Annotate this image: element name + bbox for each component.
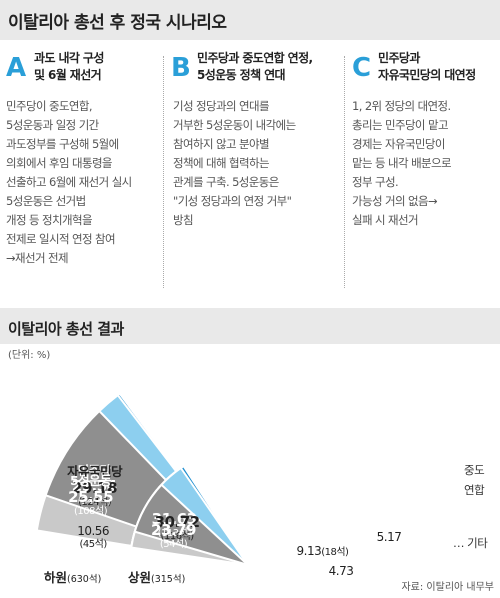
source-label: 자료: 이탈리아 내무부 xyxy=(401,582,494,593)
house-seats: (630석) xyxy=(67,574,102,585)
slice-label: 9.13(18석) xyxy=(275,544,370,559)
slice-label: 5.17 xyxy=(364,530,414,545)
percent-value: 10.56 xyxy=(77,524,110,539)
scenario-c-body: 1, 2위 정당의 대연정. 총리는 민주당이 맡고 경제는 자유국민당이 맡는… xyxy=(352,99,452,227)
percent-value: 4.73 xyxy=(328,564,354,578)
scenario-b-body: 기성 정당과의 연대를 거부한 5성운동이 내각에는 참여하지 않고 분야별 정… xyxy=(173,99,296,227)
percent-value: 29.18 xyxy=(72,478,118,497)
result-title: 이탈리아 총선 결과 xyxy=(8,320,124,338)
slice-label: 10.56 (45석) xyxy=(48,524,138,550)
scenario-b-heading: 민주당과 중도연합 연정, 5성운동 정책 연대 xyxy=(197,51,313,82)
unit-label: (단위: %) xyxy=(8,350,51,361)
scenario-a-body: 민주당이 중도연합, 5성운동과 일정 기간 과도정부를 구성해 5월에 의회에… xyxy=(6,99,132,265)
party-name: 5성운동 xyxy=(69,473,112,489)
divider xyxy=(344,56,345,288)
seats-value: (340석) xyxy=(77,495,112,507)
scenario-a-heading: 과도 내각 구성 및 6월 재선거 xyxy=(34,51,104,82)
divider xyxy=(163,56,164,288)
senate-chamber-label: 상원(315석) xyxy=(128,567,185,586)
result-bar xyxy=(0,308,500,344)
senate-name: 상원 xyxy=(128,570,152,585)
scenario-b-letter: B xyxy=(171,53,191,83)
slice-label: 민주당 29.54 (340석) xyxy=(49,463,139,507)
slice-label: 30.72 (116석) xyxy=(132,512,222,543)
seats-value: (113석) xyxy=(157,528,192,540)
percent-value: 30.72 xyxy=(154,512,200,531)
slice-label: 31.63 (113석) xyxy=(129,509,219,540)
others-side-label: … 기타 xyxy=(453,536,488,550)
centrist-side-label: 중도 연합 xyxy=(464,463,485,497)
percent-value: 9.13(18석) xyxy=(296,544,349,558)
seats-value: (124석) xyxy=(78,496,112,508)
slice-label: 23.79 (54석) xyxy=(129,520,219,551)
scenario-c-letter: C xyxy=(352,53,372,83)
house-name: 하원 xyxy=(44,570,68,585)
senate-seats: (315석) xyxy=(151,574,186,585)
seats-value: (54석) xyxy=(159,539,188,551)
title-bar xyxy=(0,0,500,40)
percent-value: 29.54 xyxy=(71,477,117,496)
seats-value: (45석) xyxy=(79,538,108,550)
percent-value: 23.79 xyxy=(151,520,196,539)
percent-value: 31.63 xyxy=(151,509,197,528)
house-arc xyxy=(32,392,179,566)
percent-value: 25.55 xyxy=(68,487,114,506)
slice-label: 자유국민당 29.18 (124석) xyxy=(50,464,140,508)
slice-상원-기타 xyxy=(128,546,249,566)
house-chamber-label: 하원(630석) xyxy=(44,567,101,586)
slice-label: 5성운동 25.55 (108석) xyxy=(46,473,136,517)
party-name: 자유국민당 xyxy=(67,464,123,480)
seats-value: (108석) xyxy=(74,505,108,517)
percent-value: 5.17 xyxy=(376,530,402,544)
party-name: 민주당 xyxy=(77,463,112,479)
senate-arc xyxy=(128,464,251,566)
scenario-a-letter: A xyxy=(6,53,27,83)
slice-label: 4.73 xyxy=(316,564,366,579)
page-title: 이탈리아 총선 후 정국 시나리오 xyxy=(8,13,227,33)
scenario-c-heading: 민주당과 자유국민당의 대연정 xyxy=(378,51,476,82)
seats-value: (116석) xyxy=(160,531,195,543)
